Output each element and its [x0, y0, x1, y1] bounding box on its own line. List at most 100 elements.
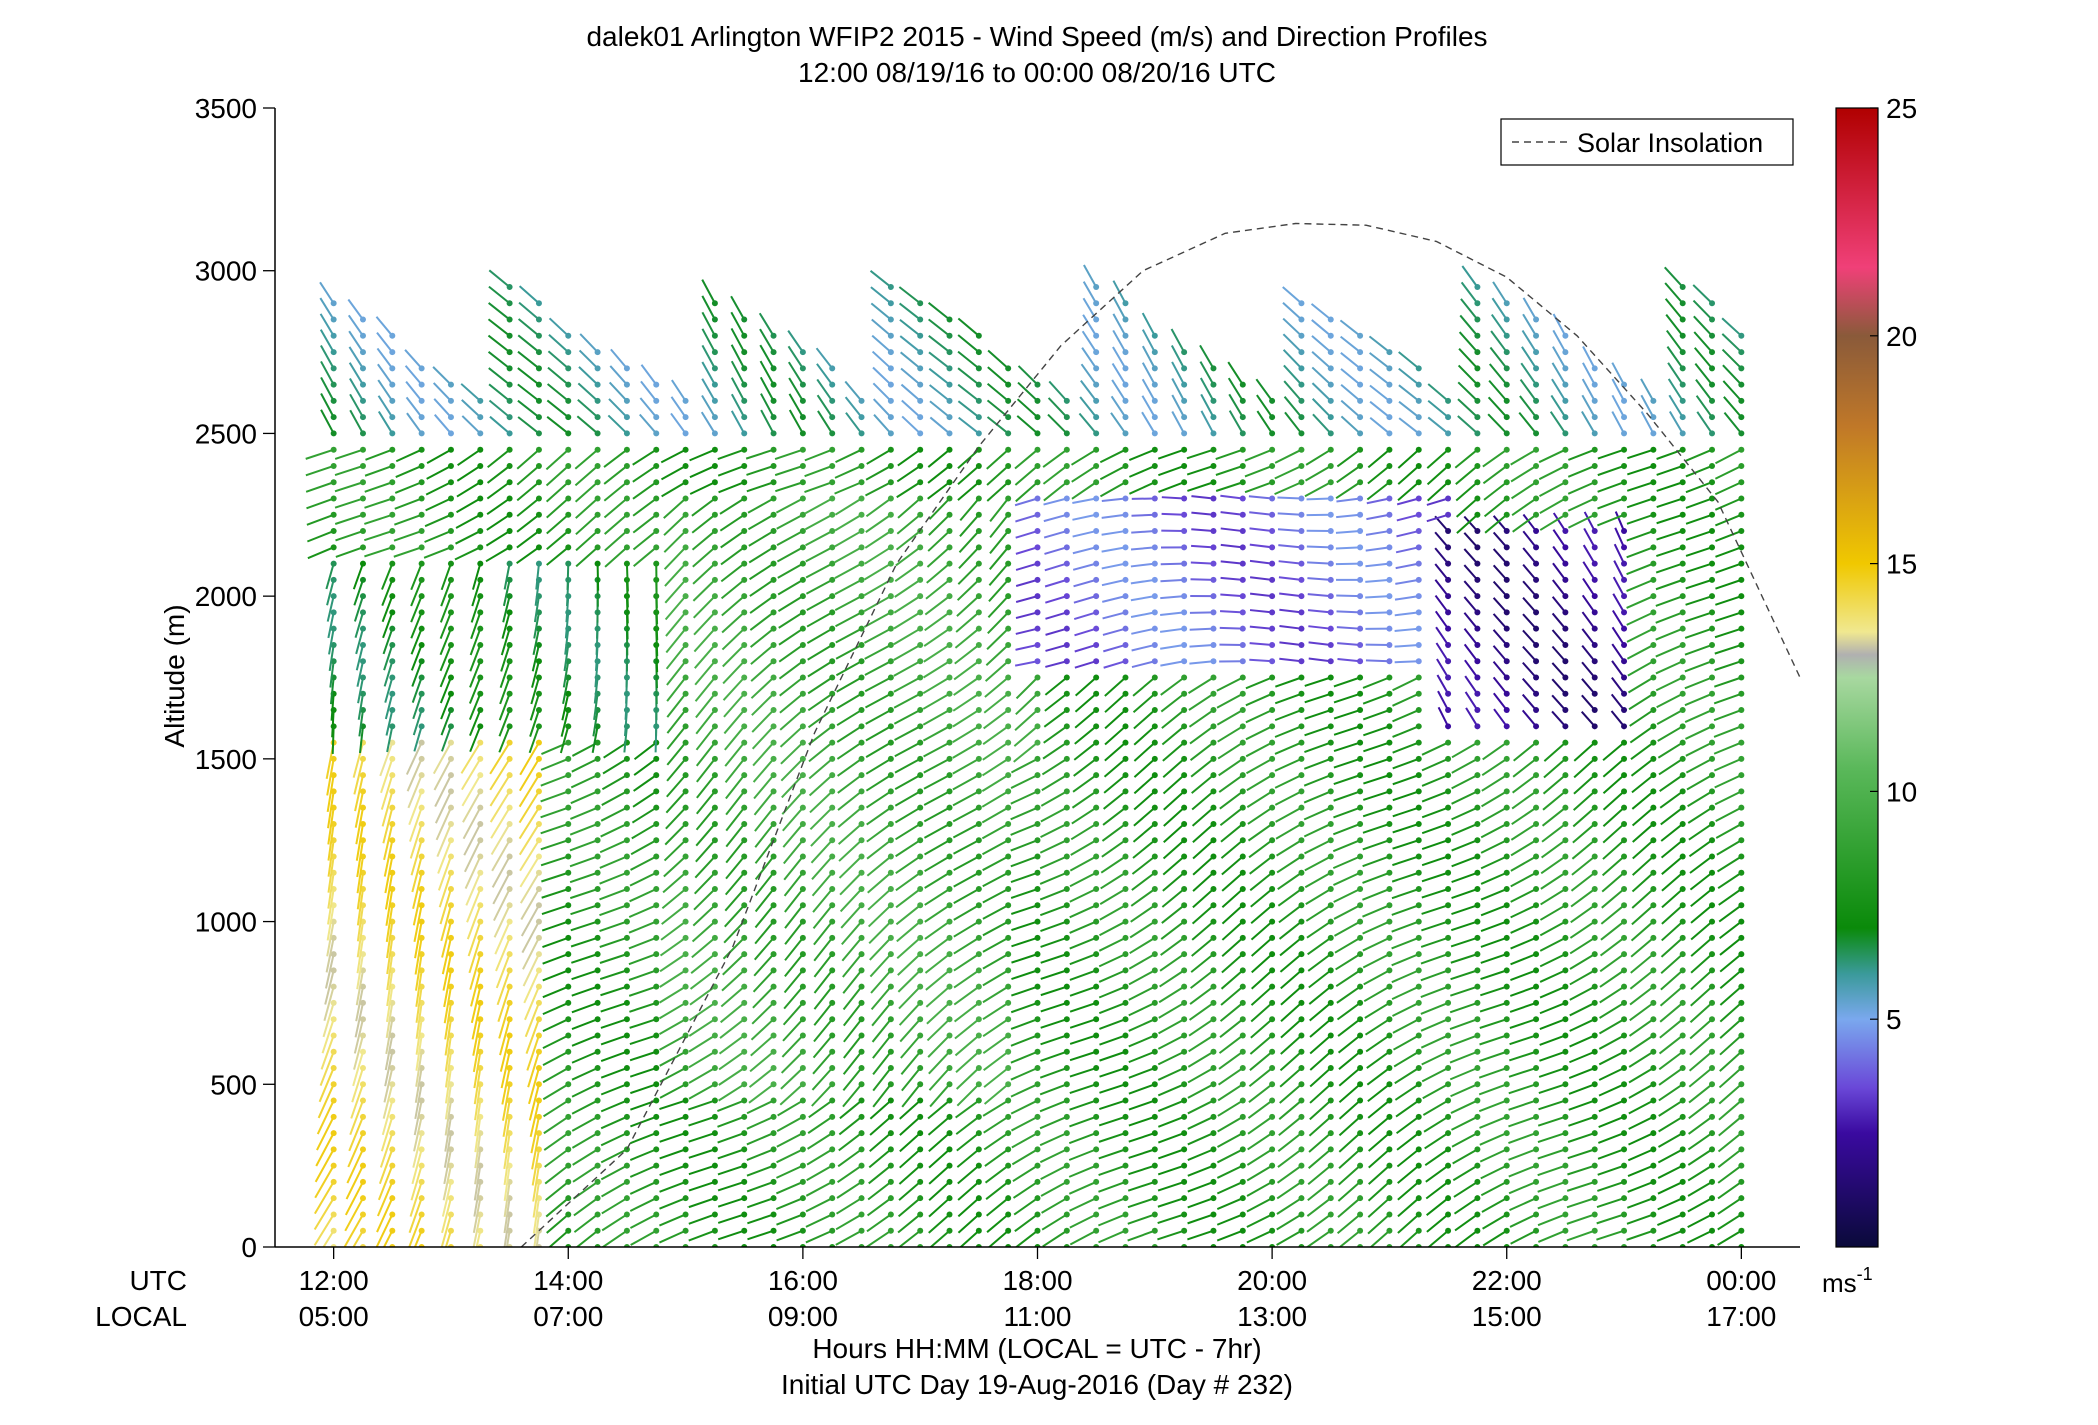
wind-barb — [530, 1113, 542, 1154]
wind-barb — [784, 886, 806, 913]
wind-barb — [872, 366, 894, 388]
wind-barb — [364, 462, 396, 477]
wind-barb — [466, 902, 484, 940]
wind-barb — [559, 723, 572, 754]
wind-barb — [319, 329, 337, 356]
wind-barb — [841, 934, 865, 962]
wind-barb — [724, 723, 748, 751]
wind-barb — [546, 528, 572, 551]
wind-barb — [491, 853, 513, 888]
wind-barb — [894, 755, 924, 774]
wind-barb — [955, 1048, 982, 1074]
wind-barb — [305, 479, 337, 493]
wind-barb — [578, 366, 601, 388]
wind-barb — [432, 366, 454, 388]
wind-barb — [632, 462, 660, 483]
wind-barb — [927, 1113, 953, 1136]
wind-barb — [517, 383, 542, 404]
wind-barb — [866, 837, 894, 860]
wind-barb — [780, 755, 806, 782]
wind-barb — [784, 918, 806, 945]
wind-barb — [898, 286, 924, 307]
wind-barb — [746, 1113, 777, 1130]
colorbar-tick-label: 20 — [1886, 321, 1917, 352]
wind-barb — [364, 511, 396, 525]
wind-barb — [413, 1113, 425, 1152]
wind-barb — [355, 625, 366, 655]
wind-barb — [543, 1097, 572, 1118]
wind-barb — [751, 707, 777, 733]
wind-barb — [394, 479, 425, 494]
wind-barb — [717, 446, 748, 461]
wind-barb — [868, 918, 894, 945]
wind-barb — [501, 1065, 513, 1105]
wind-barb — [776, 1227, 806, 1242]
wind-barb — [864, 658, 894, 676]
wind-barb — [724, 886, 748, 912]
wind-barb — [542, 1081, 572, 1101]
wind-barb — [927, 479, 953, 500]
wind-barb — [746, 1162, 777, 1177]
wind-barb — [928, 495, 953, 520]
wind-barb — [747, 1227, 777, 1241]
wind-barb — [653, 560, 660, 592]
wind-barb — [804, 511, 836, 531]
wind-barb — [775, 1178, 806, 1195]
wind-barb — [928, 1048, 953, 1075]
wind-barb — [462, 804, 484, 840]
wind-barb — [900, 351, 924, 372]
wind-barb — [544, 1146, 572, 1168]
wind-barb — [380, 755, 396, 794]
wind-barb — [517, 350, 542, 372]
wind-barb — [382, 1227, 396, 1247]
wind-barb — [575, 1227, 601, 1247]
wind-barb — [313, 1195, 337, 1230]
wind-barb — [603, 446, 630, 468]
wind-barb — [659, 1113, 689, 1127]
wind-barb — [816, 378, 836, 404]
wind-barb — [840, 902, 865, 929]
wind-barb — [659, 1130, 689, 1143]
wind-barb — [462, 788, 484, 823]
wind-barb — [412, 1130, 425, 1168]
y-tick-label: 3500 — [195, 93, 257, 124]
colorbar-tick-label: 25 — [1886, 93, 1917, 124]
wind-barb — [806, 1162, 836, 1182]
local-row-label: LOCAL — [95, 1301, 187, 1332]
wind-barb — [456, 462, 484, 482]
wind-barb — [570, 918, 601, 932]
wind-barb — [870, 286, 894, 307]
wind-barb — [498, 723, 513, 753]
wind-barb — [441, 1178, 454, 1217]
wind-barb — [314, 1146, 337, 1183]
wind-barb — [666, 723, 689, 750]
wind-barb — [838, 853, 865, 879]
wind-barb — [347, 298, 366, 323]
wind-barb — [383, 820, 396, 861]
wind-barb — [717, 1097, 748, 1113]
wind-barb — [570, 772, 601, 789]
wind-barb — [575, 544, 601, 568]
wind-barb — [953, 967, 982, 989]
wind-barb — [384, 1048, 396, 1087]
wind-barb — [335, 528, 366, 542]
wind-barb — [870, 983, 894, 1011]
wind-barb — [487, 334, 513, 356]
wind-barb — [320, 1032, 337, 1070]
wind-barb — [630, 1227, 660, 1246]
wind-barb — [812, 1048, 836, 1075]
wind-barb — [747, 511, 777, 531]
wind-barb — [782, 999, 806, 1026]
wind-barb — [543, 1113, 572, 1135]
wind-barb — [496, 967, 513, 1006]
wind-barb — [440, 1211, 454, 1247]
wind-barb — [516, 495, 542, 517]
wind-barb — [352, 1048, 366, 1087]
wind-barb — [600, 1162, 630, 1181]
wind-barb — [666, 707, 689, 734]
wind-barb — [571, 951, 601, 964]
wind-barb — [571, 755, 601, 773]
wind-barb — [659, 1178, 689, 1193]
wind-barb — [924, 853, 953, 873]
